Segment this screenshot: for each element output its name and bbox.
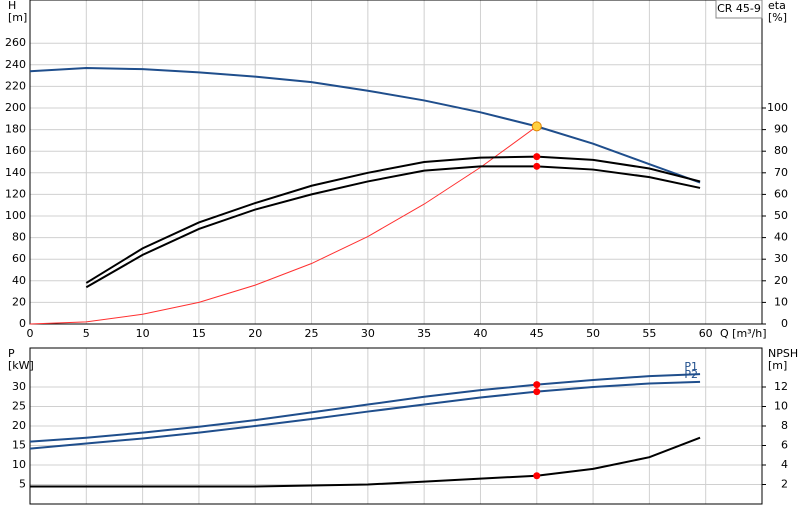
curve [30, 436, 701, 488]
y-tick-label: 20 [12, 295, 26, 308]
y2-axis-unit: [m] [768, 359, 787, 372]
y-tick-label: 200 [5, 101, 26, 114]
y-axis-unit: [m] [8, 11, 27, 24]
y-axis-label: P [8, 347, 15, 360]
y2-tick-label: 10 [774, 400, 788, 413]
y2-tick-label: 12 [774, 380, 788, 393]
y-tick-label: 80 [12, 231, 26, 244]
operating-point [533, 388, 541, 396]
y2-tick-label: 60 [774, 187, 788, 200]
y2-tick-label: 10 [774, 295, 788, 308]
x-tick-label: 10 [136, 327, 150, 340]
y-tick-label: 220 [5, 79, 26, 92]
curve [29, 67, 701, 184]
y2-tick-label: 70 [774, 166, 788, 179]
y2-axis-label: NPSH [768, 347, 798, 360]
y-axis-label: H [8, 0, 16, 12]
y2-tick-label: 6 [781, 439, 788, 452]
x-tick-label: 25 [305, 327, 319, 340]
y-tick-label: 60 [12, 252, 26, 265]
x-axis-label: Q [m³/h] [720, 327, 767, 340]
y2-tick-label: 40 [774, 231, 788, 244]
x-tick-label: 20 [248, 327, 262, 340]
title-box [715, 0, 763, 19]
chart-title: CR 45-9 [717, 2, 761, 15]
x-tick-label: 0 [27, 327, 34, 340]
y-tick-label: 30 [12, 380, 26, 393]
y-tick-label: 5 [19, 478, 26, 491]
x-tick-label: 45 [530, 327, 544, 340]
y-tick-label: 0 [19, 317, 26, 330]
curve [29, 380, 701, 450]
y-tick-label: 100 [5, 209, 26, 222]
x-tick-label: 55 [642, 327, 656, 340]
y-tick-label: 240 [5, 58, 26, 71]
y2-tick-label: 100 [767, 101, 788, 114]
y2-tick-label: 30 [774, 252, 788, 265]
curve-label: P2 [684, 368, 698, 381]
y-tick-label: 15 [12, 439, 26, 452]
y-tick-label: 120 [5, 187, 26, 200]
y-tick-label: 260 [5, 36, 26, 49]
x-tick-label: 5 [83, 327, 90, 340]
curve [29, 125, 538, 325]
y-tick-label: 10 [12, 458, 26, 471]
operating-point [531, 121, 542, 132]
y-tick-label: 20 [12, 419, 26, 432]
y2-tick-label: 90 [774, 123, 788, 136]
operating-point [533, 162, 541, 170]
curve [85, 155, 701, 284]
x-tick-label: 35 [417, 327, 431, 340]
y-tick-label: 25 [12, 400, 26, 413]
y-tick-label: 140 [5, 166, 26, 179]
y2-tick-label: 80 [774, 144, 788, 157]
operating-point [533, 472, 541, 480]
plot-frame [29, 0, 763, 325]
y2-tick-label: 2 [781, 478, 788, 491]
operating-point [533, 381, 541, 389]
curve [85, 165, 701, 289]
y2-tick-label: 4 [781, 458, 788, 471]
curve [29, 373, 701, 443]
curve-label: P1 [684, 360, 698, 373]
y-tick-label: 160 [5, 144, 26, 157]
y-axis-unit: [kW] [8, 359, 34, 372]
x-tick-label: 30 [361, 327, 375, 340]
x-tick-label: 60 [699, 327, 713, 340]
y2-axis-label: eta [768, 0, 786, 12]
x-tick-label: 15 [192, 327, 206, 340]
y2-tick-label: 8 [781, 419, 788, 432]
y2-axis-unit: [%] [768, 11, 787, 24]
y-tick-label: 40 [12, 274, 26, 287]
x-tick-label: 40 [473, 327, 487, 340]
y-tick-label: 180 [5, 123, 26, 136]
y2-tick-label: 20 [774, 274, 788, 287]
operating-point [533, 153, 541, 161]
plot-frame [29, 347, 763, 505]
x-tick-label: 50 [586, 327, 600, 340]
y2-tick-label: 0 [781, 317, 788, 330]
y2-tick-label: 50 [774, 209, 788, 222]
